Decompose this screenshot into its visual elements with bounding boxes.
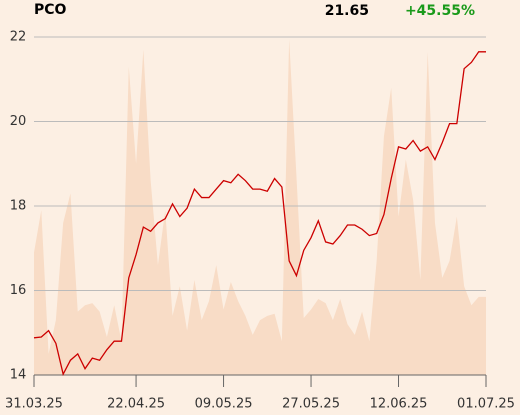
price-line — [33, 51, 486, 377]
y-tick-label: 20 — [10, 114, 27, 129]
price: 21.65 — [325, 3, 369, 19]
x-tick-label: 12.06.25 — [370, 397, 428, 412]
y-tick-label: 14 — [10, 368, 27, 383]
y-tick-label: 22 — [10, 30, 27, 45]
x-tick-label: 01.07.25 — [457, 397, 515, 412]
change: +45.55% — [405, 3, 475, 19]
x-tick-label: 27.05.25 — [282, 397, 340, 412]
x-tick-label: 31.03.25 — [5, 397, 63, 412]
x-tick-label: 22.04.25 — [107, 397, 165, 412]
x-tick-label: 09.05.25 — [195, 397, 253, 412]
y-tick-label: 16 — [10, 283, 27, 298]
volume-area — [34, 39, 486, 376]
y-tick-label: 18 — [10, 199, 27, 214]
symbol: PCO — [34, 2, 67, 18]
